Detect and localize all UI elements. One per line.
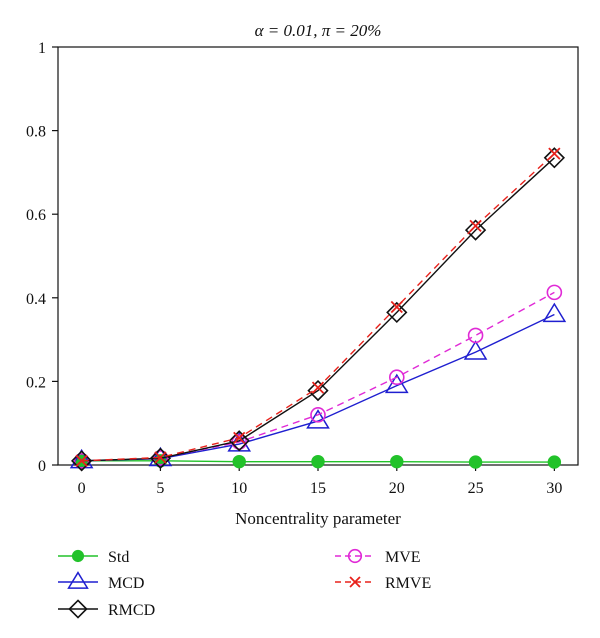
y-tick-label: 0.8 <box>26 124 46 141</box>
y-axis: 0 0.2 0.4 0.6 0.8 1 <box>26 40 58 475</box>
x-axis-title: Noncentrality parameter <box>235 509 401 528</box>
series-mcd <box>69 302 567 469</box>
plot-frame <box>57 46 579 466</box>
data-point-rmcd <box>228 430 250 452</box>
legend-label: RMVE <box>385 575 431 592</box>
data-point-mcd <box>542 302 567 323</box>
y-tick-label: 0.4 <box>26 291 46 308</box>
x-tick-label: 5 <box>156 480 164 497</box>
data-point-std <box>547 455 562 469</box>
data-point-mcd <box>463 340 488 360</box>
series-line-mve <box>81 291 555 462</box>
legend-item-std: Std <box>58 549 129 566</box>
data-point-rmcd <box>386 301 408 324</box>
data-point-std <box>390 454 404 469</box>
y-tick-label: 1 <box>38 40 46 57</box>
data-point-rmve <box>233 431 246 444</box>
legend-item-rmcd: RMCD <box>58 599 155 619</box>
legend-item-rmve: RMVE <box>335 575 431 592</box>
legend-item-mcd: MCD <box>58 571 144 592</box>
legend-marker-mve <box>347 548 363 564</box>
x-tick-label: 0 <box>78 480 86 497</box>
data-point-rmve <box>469 219 482 233</box>
y-tick-label: 0.2 <box>26 374 46 391</box>
data-point-rmve <box>390 300 403 314</box>
data-point-rmcd <box>464 219 487 241</box>
x-axis: 0 5 10 15 20 25 30 <box>78 465 562 497</box>
series-mve <box>73 284 563 469</box>
legend-label: Std <box>108 549 129 566</box>
x-tick-label: 30 <box>546 480 562 497</box>
legend-item-mve: MVE <box>335 548 421 566</box>
data-point-rmve <box>548 147 561 160</box>
data-point-mve <box>546 284 563 301</box>
data-point-std <box>468 455 483 469</box>
legend-marker-rmve <box>349 576 361 588</box>
data-point-mcd <box>384 373 409 394</box>
data-point-rmve <box>154 451 167 464</box>
series-std <box>74 454 562 469</box>
x-tick-label: 10 <box>231 480 247 497</box>
legend-label: MCD <box>108 575 144 592</box>
legend-label: MVE <box>385 549 421 566</box>
chart-title: α = 0.01, π = 20% <box>255 21 382 40</box>
y-tick-label: 0 <box>38 458 46 475</box>
legend: Std MCD RMCD MVE RMVE <box>58 548 431 619</box>
x-tick-label: 15 <box>310 480 326 497</box>
data-point-rmcd <box>149 447 172 469</box>
data-point-mve <box>310 407 326 423</box>
x-tick-label: 25 <box>468 480 484 497</box>
legend-label: RMCD <box>108 602 155 619</box>
data-point-rmcd <box>543 147 565 169</box>
x-tick-label: 20 <box>389 480 405 497</box>
legend-marker-mcd <box>67 571 89 589</box>
data-point-rmcd <box>307 379 329 402</box>
data-point-rmve <box>75 454 88 467</box>
data-point-mve <box>467 327 484 344</box>
series-layer <box>69 147 567 472</box>
data-point-rmcd <box>71 450 93 472</box>
data-point-rmve <box>311 381 325 394</box>
legend-marker-rmcd <box>68 599 88 619</box>
legend-marker-std <box>71 549 85 563</box>
data-point-std <box>311 454 325 469</box>
data-point-std <box>232 454 246 469</box>
series-rmve <box>75 147 561 467</box>
y-tick-label: 0.6 <box>26 207 46 224</box>
data-point-mve <box>388 369 405 386</box>
